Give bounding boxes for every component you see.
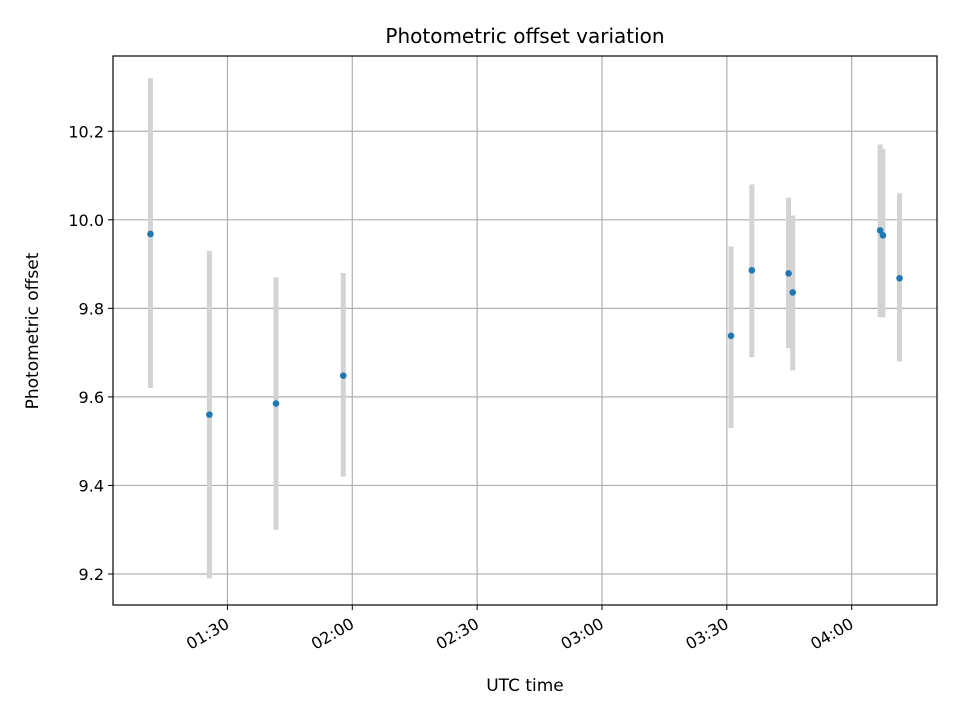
data-points (147, 227, 903, 418)
chart-title: Photometric offset variation (385, 24, 664, 48)
data-point (339, 372, 347, 379)
data-point (879, 232, 887, 239)
y-tick-label: 9.8 (79, 299, 104, 318)
data-point (876, 227, 884, 234)
grid (113, 56, 937, 605)
data-point (727, 332, 735, 340)
y-tick-label: 9.4 (79, 476, 104, 495)
data-point (785, 270, 792, 277)
data-point (206, 411, 213, 418)
x-axis-label: UTC time (486, 676, 564, 696)
data-point (272, 400, 280, 407)
y-axis-ticks: 9.2 9.4 9.6 9.8 10.0 10.2 (68, 122, 113, 584)
y-tick-label: 9.2 (79, 565, 104, 584)
data-point (147, 230, 154, 238)
data-point (789, 289, 797, 296)
plot-frame (112, 55, 938, 606)
data-point (748, 266, 756, 274)
y-axis-label: Photometric offset (23, 252, 43, 409)
y-tick-label: 10.0 (68, 211, 104, 230)
y-tick-label: 10.2 (68, 122, 104, 141)
data-point (896, 274, 903, 282)
y-tick-label: 9.6 (79, 388, 104, 407)
